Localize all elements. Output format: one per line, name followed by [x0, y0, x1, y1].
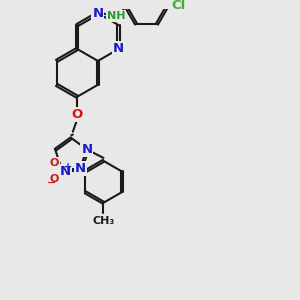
Text: O: O: [72, 108, 83, 121]
Text: N: N: [113, 43, 124, 56]
Text: NH: NH: [107, 11, 125, 21]
Text: N: N: [75, 162, 86, 175]
Text: +: +: [64, 162, 73, 172]
Text: N: N: [60, 165, 71, 178]
Text: O: O: [50, 175, 59, 184]
Text: N: N: [81, 143, 92, 156]
Text: −: −: [47, 178, 56, 188]
Text: O: O: [50, 158, 59, 168]
Text: CH₃: CH₃: [92, 216, 115, 226]
Text: Cl: Cl: [171, 0, 186, 12]
Text: N: N: [92, 7, 104, 20]
